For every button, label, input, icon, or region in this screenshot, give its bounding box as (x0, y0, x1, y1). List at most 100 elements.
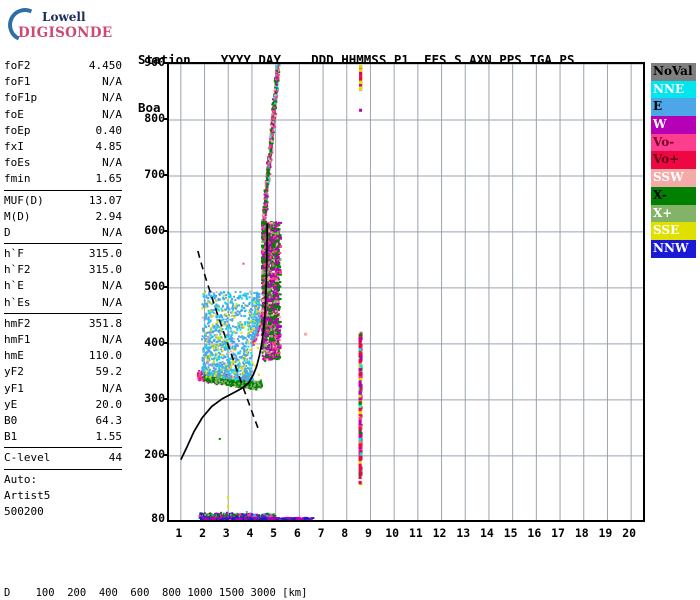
param-value: N/A (102, 279, 122, 293)
legend-item-x-[interactable]: X- (651, 186, 696, 205)
legend-item-vo-[interactable]: Vo+ (651, 151, 696, 170)
param-row: yF2 59.2 (4, 364, 122, 380)
y-tick-label: 700 (144, 166, 165, 181)
param-value: 13.07 (88, 193, 122, 207)
param-row: hmE 110.0 (4, 348, 122, 364)
param-row: fmin 1.65 (4, 171, 122, 187)
legend-item-noval[interactable]: NoVal (651, 63, 696, 81)
x-tick-label: 3 (222, 526, 230, 540)
param-key: h`F (4, 247, 24, 261)
param-value: N/A (102, 295, 122, 309)
footer-info: D 100 200 400 600 800 1000 1500 3000 [km… (4, 558, 568, 600)
param-row: foF1 N/A (4, 74, 122, 90)
lowell-digisonde-logo: Lowell DIGISONDE (3, 3, 113, 48)
param-key: hmE (4, 349, 24, 363)
legend-item-w[interactable]: W (651, 116, 696, 134)
auto-scaler-line: 500200 (4, 504, 44, 518)
legend-item-nne[interactable]: NNE (651, 80, 696, 99)
param-row: MUF(D) 13.07 (4, 193, 122, 209)
x-tick-label: 19 (598, 526, 613, 540)
param-value: 110.0 (88, 349, 122, 363)
param-value: 59.2 (95, 365, 123, 379)
x-tick-label: 9 (364, 526, 372, 540)
y-axis-labels: 80100200300400500600700800900 (130, 55, 174, 530)
param-key: yE (4, 397, 18, 411)
y-tick-label: 300 (144, 390, 165, 405)
legend-item-x-[interactable]: X+ (651, 204, 696, 223)
logo-lowell-text: Lowell (42, 10, 86, 24)
param-key: foF1 (4, 75, 31, 89)
y-tick-label: 500 (144, 278, 165, 293)
param-key: hmF2 (4, 316, 31, 330)
param-row: foF1p N/A (4, 90, 122, 106)
x-tick-label: 4 (246, 526, 254, 540)
footer-distance-row: D 100 200 400 600 800 1000 1500 3000 [km… (4, 587, 308, 599)
param-key: h`E (4, 279, 24, 293)
param-row: foEs N/A (4, 155, 122, 171)
param-row: yF1 N/A (4, 381, 122, 397)
y-tick-label: 600 (144, 222, 165, 237)
param-row: M(D) 2.94 (4, 209, 122, 225)
param-key: fxI (4, 139, 24, 153)
param-value: 44 (108, 451, 122, 465)
param-group-divider (4, 447, 122, 449)
param-key: yF2 (4, 365, 24, 379)
x-tick-label: 14 (480, 526, 494, 540)
x-tick-label: 17 (551, 526, 565, 540)
param-value: 1.55 (95, 430, 123, 444)
param-row: foE N/A (4, 107, 122, 123)
legend-item-vo-[interactable]: Vo- (651, 133, 696, 152)
param-value: N/A (102, 156, 122, 170)
x-tick-label: 15 (503, 526, 518, 540)
param-key: foE (4, 107, 24, 121)
ionogram-plot[interactable] (167, 62, 645, 522)
param-value: 351.8 (88, 316, 122, 330)
y-tick-label: 900 (144, 55, 165, 69)
param-value: N/A (102, 225, 122, 239)
param-group-divider (4, 312, 122, 314)
x-tick-label: 1 (175, 526, 183, 540)
y-tick-label: 800 (144, 110, 165, 125)
param-value: N/A (102, 381, 122, 395)
param-key: foEp (4, 123, 31, 137)
param-key: h`F2 (4, 263, 31, 277)
param-row: h`Es N/A (4, 295, 122, 311)
echo-direction-legend: NoVal NNE E W Vo- Vo+ SSW X- X+ SSE NNW (651, 63, 696, 258)
param-key: B0 (4, 413, 18, 427)
x-axis-labels: 1 2 3 4 5 6 7 8 9 10 11 12 13 14 15 16 17 18 19 20 (150, 526, 670, 542)
param-value: 20.0 (95, 397, 123, 411)
param-row: h`E N/A (4, 278, 122, 294)
param-row: C-level 44 (4, 450, 122, 466)
x-tick-label: 18 (574, 526, 589, 540)
x-tick-label: 10 (385, 526, 400, 540)
param-key: foF1p (4, 91, 38, 105)
param-key: B1 (4, 430, 18, 444)
param-value: 315.0 (88, 263, 122, 277)
ionogram-parameters-panel: foF2 4.450 foF1 N/A foF1p N/A foE N/A foEp 0.40 fx… (4, 58, 122, 520)
x-tick-label: 16 (527, 526, 542, 540)
param-value: 315.0 (88, 247, 122, 261)
param-key: h`Es (4, 295, 31, 309)
param-row: foF2 4.450 (4, 58, 122, 74)
param-key: foEs (4, 156, 31, 170)
legend-item-sse[interactable]: SSE (651, 222, 696, 240)
legend-item-nnw[interactable]: NNW (651, 239, 696, 258)
x-tick-label: 6 (293, 526, 301, 540)
x-tick-label: 5 (270, 526, 278, 540)
param-key: MUF(D) (4, 193, 44, 207)
y-tick-label: 400 (144, 334, 165, 349)
param-value: N/A (102, 107, 122, 121)
param-value: N/A (102, 91, 122, 105)
x-tick-label: 8 (341, 526, 349, 540)
legend-item-e[interactable]: E (651, 98, 696, 117)
param-value: 4.450 (88, 59, 122, 72)
param-value: N/A (102, 333, 122, 346)
param-key: hmF1 (4, 333, 31, 346)
param-row: hmF2 351.8 (4, 316, 122, 332)
param-row: B0 64.3 (4, 413, 122, 429)
param-value: 2.94 (95, 209, 123, 223)
param-row: yE 20.0 (4, 397, 122, 413)
param-group-divider (4, 189, 122, 191)
legend-item-ssw[interactable]: SSW (651, 169, 696, 187)
logo-digisonde-text: DIGISONDE (18, 25, 113, 41)
